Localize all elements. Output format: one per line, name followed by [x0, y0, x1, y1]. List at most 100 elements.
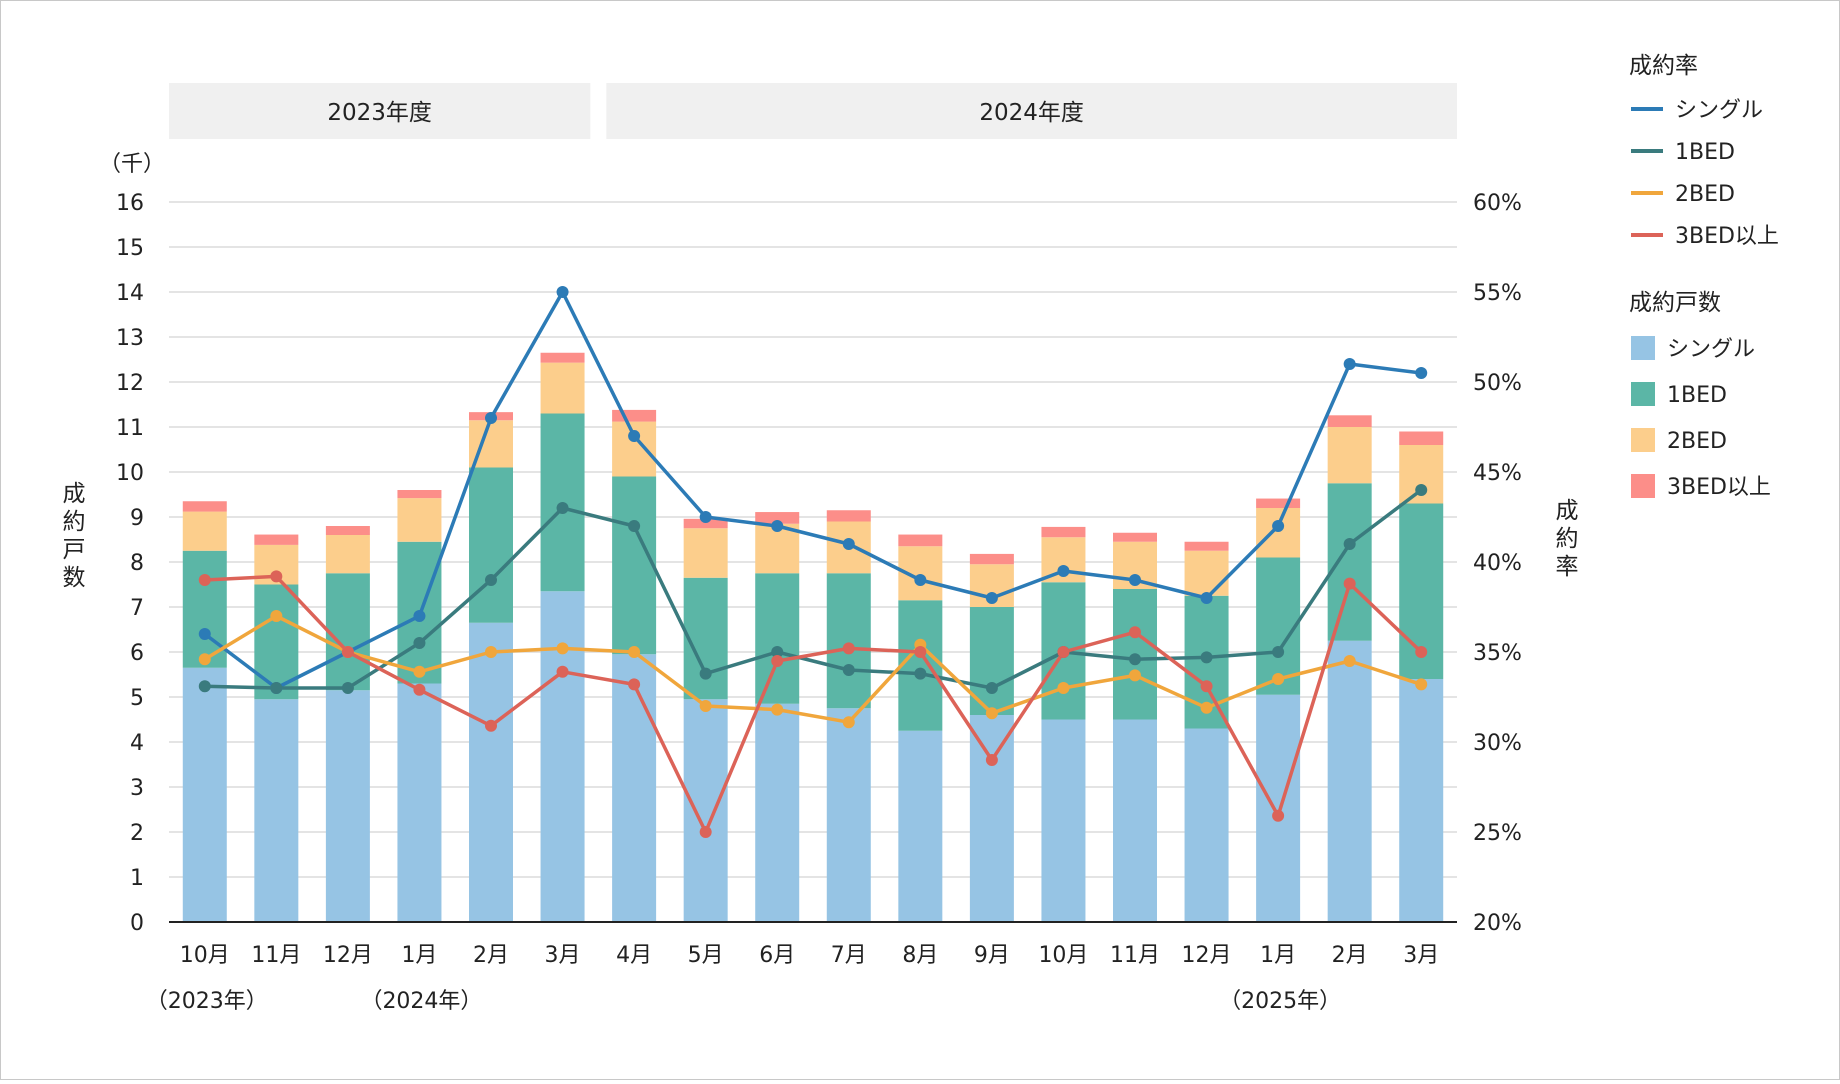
legend-bar-label: 2BED [1667, 429, 1727, 454]
rate-point [914, 574, 927, 586]
fiscal-year-bands: 2023年度 2024年度 [169, 83, 1457, 139]
bar-segment [612, 409, 657, 422]
fiscal-year-band [606, 83, 1457, 139]
rate-point [198, 653, 211, 666]
rate-point [1200, 592, 1213, 604]
left-axis-label-char: 戸 [63, 537, 86, 563]
rate-point [198, 680, 211, 693]
rate-point [556, 502, 569, 514]
fiscal-year-label: 2024年度 [979, 100, 1084, 126]
rate-point [1129, 574, 1141, 586]
left-tick-label: 10 [116, 461, 144, 486]
rate-point [556, 642, 569, 655]
left-tick-label: 12 [116, 371, 144, 396]
rate-point [485, 574, 497, 586]
bar-segment [1041, 719, 1086, 922]
bar-segment [683, 528, 728, 578]
legend-line-label: 3BED以上 [1675, 224, 1779, 249]
left-tick-label: 3 [130, 776, 144, 801]
rate-point [842, 538, 855, 550]
right-axis-label-char: 約 [1556, 526, 1579, 552]
bar-segment [1399, 431, 1444, 445]
bar-segment [182, 667, 227, 922]
axes: 01234567891011121314151620%25%30%35%40%4… [63, 152, 1579, 1014]
left-tick-label: 4 [130, 731, 144, 756]
rate-point [914, 646, 927, 658]
legend: 成約率シングル1BED2BED3BED以上成約戸数シングル1BED2BED3BE… [1629, 53, 1779, 500]
bar-segment [325, 573, 370, 691]
x-tick-label: 5月 [688, 943, 724, 968]
legend-bar-title: 成約戸数 [1629, 290, 1721, 316]
bar-segment [1327, 427, 1372, 484]
rate-point [270, 682, 283, 694]
rate-point [413, 637, 426, 649]
left-tick-label: 7 [130, 596, 144, 621]
bar-segment [1327, 415, 1372, 427]
rate-point [1415, 367, 1428, 379]
rate-point [413, 610, 426, 622]
rate-point [699, 511, 712, 523]
x-year-label: （2025年） [1219, 989, 1341, 1014]
x-tick-label: 8月 [902, 943, 938, 968]
bar-segment [755, 573, 800, 704]
rate-point [1057, 565, 1070, 577]
bar-segment [1113, 719, 1157, 922]
bar-segment [683, 699, 728, 922]
bar-segment [969, 715, 1014, 922]
rate-point [485, 412, 497, 424]
x-tick-label: 1月 [401, 943, 437, 968]
bar-segment [1256, 694, 1301, 922]
legend-bar-label: シングル [1667, 337, 1755, 362]
rate-point [1057, 646, 1070, 658]
rate-point [341, 646, 354, 658]
rate-point [1129, 669, 1141, 682]
bar-segment [1327, 640, 1372, 922]
x-tick-label: 10月 [1038, 943, 1088, 968]
bar-segment [1256, 557, 1301, 695]
x-tick-label: 2月 [1332, 943, 1368, 968]
bar-segment [755, 512, 800, 524]
legend-line-label: シングル [1675, 98, 1763, 123]
bar-segment [826, 708, 871, 922]
rate-point [628, 678, 641, 691]
right-tick-label: 30% [1473, 731, 1522, 756]
rate-point [985, 592, 998, 604]
left-tick-label: 0 [130, 911, 144, 936]
bar-segment [540, 352, 585, 363]
rate-point [1129, 653, 1141, 666]
bar-segment [325, 535, 370, 574]
bar-segment [254, 699, 299, 922]
rate-point [699, 700, 712, 712]
rate-point [985, 754, 998, 766]
rate-point [1200, 651, 1213, 664]
bar-segment [397, 683, 442, 922]
rate-point [1057, 682, 1070, 694]
bar-segment [469, 467, 513, 623]
rate-line [204, 574, 1423, 834]
right-tick-label: 35% [1473, 641, 1522, 666]
rate-point [1343, 577, 1356, 590]
rate-point [1415, 484, 1428, 496]
rate-point [771, 655, 784, 667]
bar-segment [397, 498, 442, 542]
bar-segment [612, 654, 657, 922]
rate-point [842, 642, 855, 655]
right-tick-label: 20% [1473, 911, 1522, 936]
bar-segment [540, 591, 585, 922]
left-tick-label: 15 [116, 236, 144, 261]
bar-segment [1184, 541, 1229, 551]
bar-segment [612, 421, 657, 477]
bar-segment [683, 518, 728, 529]
left-axis-label-char: 数 [63, 565, 86, 591]
rate-point [771, 703, 784, 716]
left-axis-label-char: 成 [63, 481, 86, 507]
rate-point [1129, 626, 1141, 639]
rate-point [842, 716, 855, 729]
right-tick-label: 50% [1473, 371, 1522, 396]
x-tick-label: 1月 [1260, 943, 1296, 968]
rate-line [203, 614, 1422, 724]
bar-segment [182, 501, 227, 512]
legend-bar-swatch [1631, 474, 1655, 498]
rate-point [628, 430, 641, 442]
bar-segment [397, 490, 442, 499]
